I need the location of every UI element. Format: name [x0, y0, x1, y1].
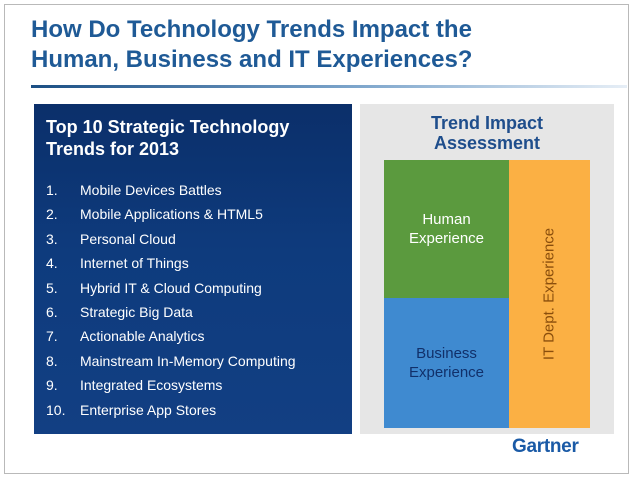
trends-panel-title: Top 10 Strategic Technology Trends for 2… [46, 116, 289, 160]
trends-title-line-1: Top 10 Strategic Technology [46, 117, 290, 137]
gartner-logo: Gartner [512, 436, 579, 457]
slide-title: How Do Technology Trends Impact the Huma… [31, 15, 472, 75]
slide-title-line-1: How Do Technology Trends Impact the [31, 16, 472, 43]
list-item: 10. Enterprise App Stores [46, 398, 296, 422]
impact-panel-title: Trend Impact Assessment [360, 113, 614, 153]
list-item-number: 7. [46, 328, 58, 345]
list-item-label: Mobile Devices Battles [80, 182, 222, 198]
list-item-number: 8. [46, 352, 58, 369]
list-item: 4. Internet of Things [46, 251, 296, 275]
it-dept-label: IT Dept. Experience [540, 227, 558, 361]
trends-panel: Top 10 Strategic Technology Trends for 2… [34, 104, 352, 434]
list-item-label: Personal Cloud [80, 230, 176, 247]
human-label-line-2: Experience [408, 230, 485, 247]
trends-title-line-2: Trends for 2013 [46, 139, 180, 159]
list-item: 5. Hybrid IT & Cloud Computing [46, 276, 296, 300]
list-item-label: Mainstream In-Memory Computing [80, 352, 296, 369]
it-dept-experience-box: IT Dept. Experience [509, 160, 590, 428]
list-item-number: 10. [46, 401, 66, 418]
list-item-number: 3. [46, 230, 58, 247]
list-item: 1. Mobile Devices Battles [46, 178, 296, 202]
list-item: 3. Personal Cloud [46, 227, 296, 251]
list-item-number: 5. [46, 279, 58, 296]
business-label-line-1: Business [416, 345, 477, 362]
list-item-number: 4. [46, 255, 58, 272]
business-experience-box: Business Experience [384, 298, 509, 428]
list-item-label: Strategic Big Data [80, 303, 193, 320]
list-item: 8. Mainstream In-Memory Computing [46, 349, 296, 373]
impact-title-line-1: Trend Impact [430, 113, 544, 133]
list-item: 6. Strategic Big Data [46, 300, 296, 324]
list-item-label: Internet of Things [80, 255, 189, 272]
business-label-line-2: Experience [408, 364, 485, 381]
impact-title-line-2: Assessment [433, 133, 541, 153]
human-label-line-1: Human [422, 211, 471, 228]
human-experience-box: Human Experience [384, 160, 509, 298]
list-item-label: Integrated Ecosystems [80, 377, 223, 394]
list-item-label: Mobile Applications & HTML5 [80, 206, 263, 223]
list-item-label: Hybrid IT & Cloud Computing [80, 279, 262, 296]
list-item-number: 9. [46, 377, 58, 394]
list-item-number: 6. [46, 303, 58, 320]
trend-list: 1. Mobile Devices Battles 2. Mobile Applic… [46, 178, 296, 422]
list-item: 2. Mobile Applications & HTML5 [46, 202, 296, 226]
list-item-label: Actionable Analytics [80, 328, 205, 345]
slide-title-line-2: Human, Business and IT Experiences? [31, 46, 473, 73]
list-item-number: 2. [46, 206, 58, 223]
title-divider [31, 85, 627, 88]
list-item-label: Enterprise App Stores [80, 401, 217, 418]
list-item: 9. Integrated Ecosystems [46, 373, 296, 397]
list-item: 7. Actionable Analytics [46, 324, 296, 348]
impact-panel: Trend Impact Assessment Human Experience… [360, 104, 614, 434]
list-item-number: 1. [46, 182, 58, 198]
